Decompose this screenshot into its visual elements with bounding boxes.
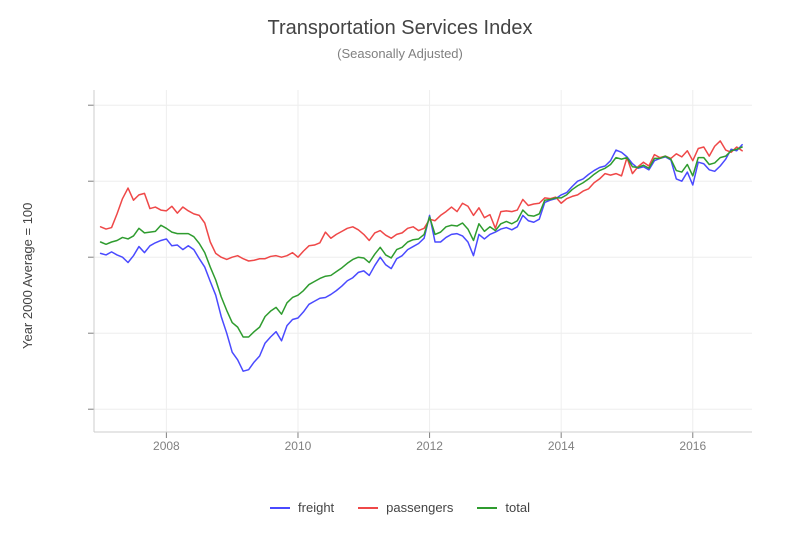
- legend-label: total: [505, 500, 530, 515]
- legend: freight passengers total: [0, 497, 800, 516]
- legend-item-freight[interactable]: freight: [270, 500, 334, 515]
- svg-text:2010: 2010: [285, 439, 312, 453]
- chart-container: Transportation Services Index (Seasonall…: [0, 0, 800, 533]
- series-total: [101, 147, 743, 337]
- chart-title-block: Transportation Services Index (Seasonall…: [0, 16, 800, 61]
- legend-item-passengers[interactable]: passengers: [358, 500, 453, 515]
- svg-text:2014: 2014: [548, 439, 575, 453]
- series-freight: [101, 145, 743, 371]
- y-axis-label: Year 2000 Average = 100: [20, 203, 35, 349]
- legend-swatch: [358, 507, 378, 509]
- svg-text:2008: 2008: [153, 439, 180, 453]
- legend-item-total[interactable]: total: [477, 500, 530, 515]
- series-passengers: [101, 141, 743, 261]
- legend-swatch: [477, 507, 497, 509]
- legend-label: freight: [298, 500, 334, 515]
- plot-svg: 9010011012013020082010201220142016: [86, 84, 760, 454]
- legend-label: passengers: [386, 500, 453, 515]
- legend-swatch: [270, 507, 290, 509]
- chart-subtitle: (Seasonally Adjusted): [0, 46, 800, 61]
- svg-text:2012: 2012: [416, 439, 443, 453]
- svg-text:2016: 2016: [679, 439, 706, 453]
- chart-title: Transportation Services Index: [0, 16, 800, 40]
